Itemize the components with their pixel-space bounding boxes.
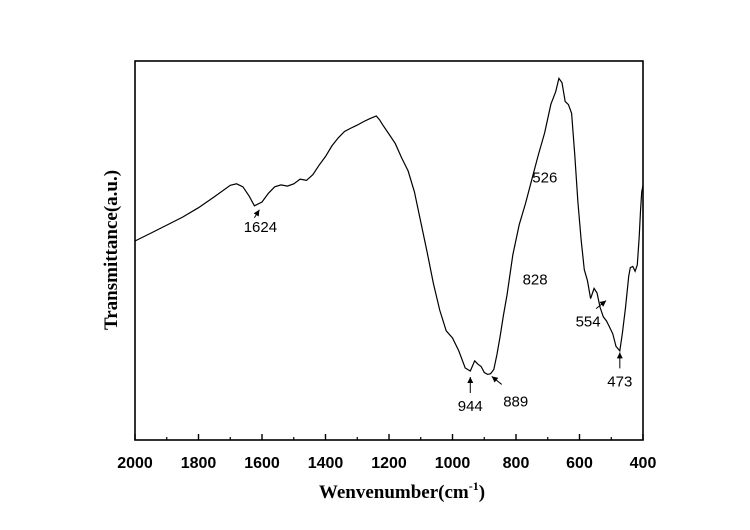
peak-label-828: 828 xyxy=(523,271,548,288)
x-tick-label: 600 xyxy=(566,455,593,472)
x-tick-label: 1600 xyxy=(244,455,280,472)
x-tick-label: 2000 xyxy=(117,455,153,472)
plot-frame xyxy=(134,60,644,441)
peak-label-554: 554 xyxy=(576,314,601,331)
x-tick-label: 1800 xyxy=(181,455,217,472)
peak-label-473: 473 xyxy=(607,373,632,390)
peak-arrowhead-944 xyxy=(467,377,474,384)
spectrum-line xyxy=(134,77,644,376)
peak-label-944: 944 xyxy=(458,398,483,415)
x-axis-title-sup: -1 xyxy=(469,479,479,493)
peak-annotations: 1624 944 889 828 526 554 473 xyxy=(244,170,633,415)
y-axis-title: Transmittance(a.u.) xyxy=(101,170,122,330)
peak-label-526: 526 xyxy=(532,170,557,187)
peak-arrowhead-554 xyxy=(599,300,607,307)
x-tick-label: 1000 xyxy=(435,455,471,472)
peak-arrowhead-473 xyxy=(616,352,623,359)
peak-arrowhead-1624 xyxy=(253,209,260,217)
x-tick-label: 1200 xyxy=(371,455,407,472)
peak-arrowhead-889 xyxy=(491,376,499,383)
x-axis-title-end: ) xyxy=(479,482,485,503)
x-tick-label: 400 xyxy=(630,455,657,472)
x-tick-labels: 2000 1800 1600 1400 1200 1000 800 600 400 xyxy=(117,455,656,472)
x-axis-title: Wenvenumber(cm-1) xyxy=(319,479,485,503)
peak-label-889: 889 xyxy=(503,393,528,410)
x-ticks xyxy=(134,434,644,440)
peak-label-1624: 1624 xyxy=(244,219,277,236)
x-axis-title-main: Wenvenumber(cm xyxy=(319,482,469,503)
x-tick-label: 800 xyxy=(503,455,530,472)
x-tick-label: 1400 xyxy=(308,455,344,472)
